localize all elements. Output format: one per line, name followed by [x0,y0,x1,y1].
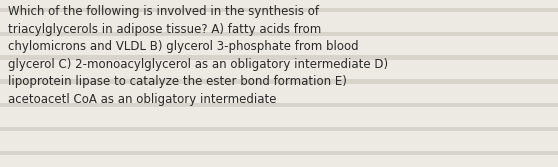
Text: Which of the following is involved in the synthesis of
triacylglycerols in adipo: Which of the following is involved in th… [8,5,388,106]
Bar [0,55,558,60]
Bar [0,127,558,131]
Bar [0,103,558,107]
Bar [0,151,558,155]
Bar [0,79,558,84]
Bar [0,32,558,36]
Bar [0,8,558,12]
